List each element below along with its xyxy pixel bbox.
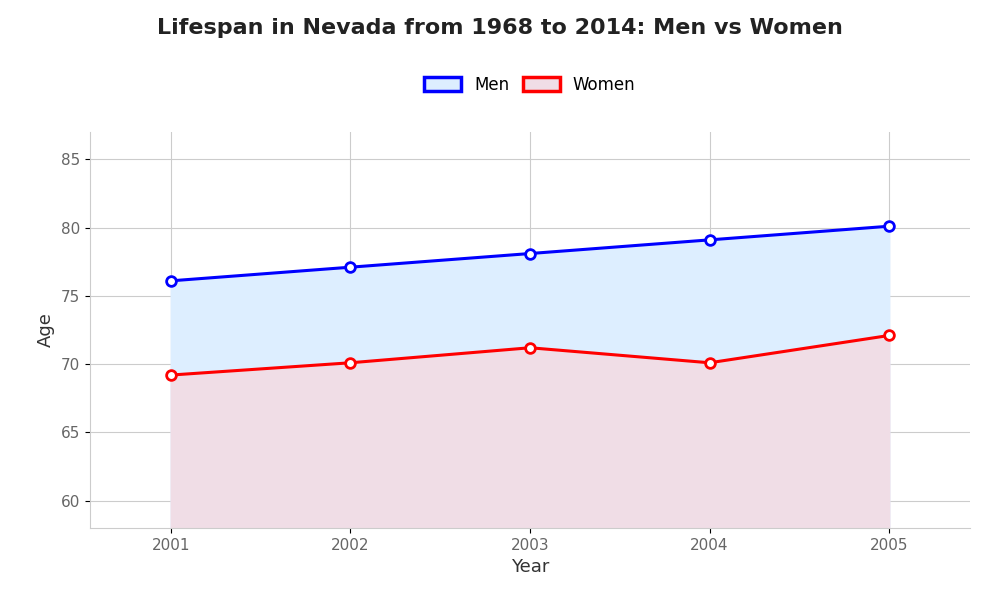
X-axis label: Year: Year	[511, 558, 549, 576]
Text: Lifespan in Nevada from 1968 to 2014: Men vs Women: Lifespan in Nevada from 1968 to 2014: Me…	[157, 18, 843, 38]
Legend: Men, Women: Men, Women	[418, 69, 642, 100]
Y-axis label: Age: Age	[37, 313, 55, 347]
